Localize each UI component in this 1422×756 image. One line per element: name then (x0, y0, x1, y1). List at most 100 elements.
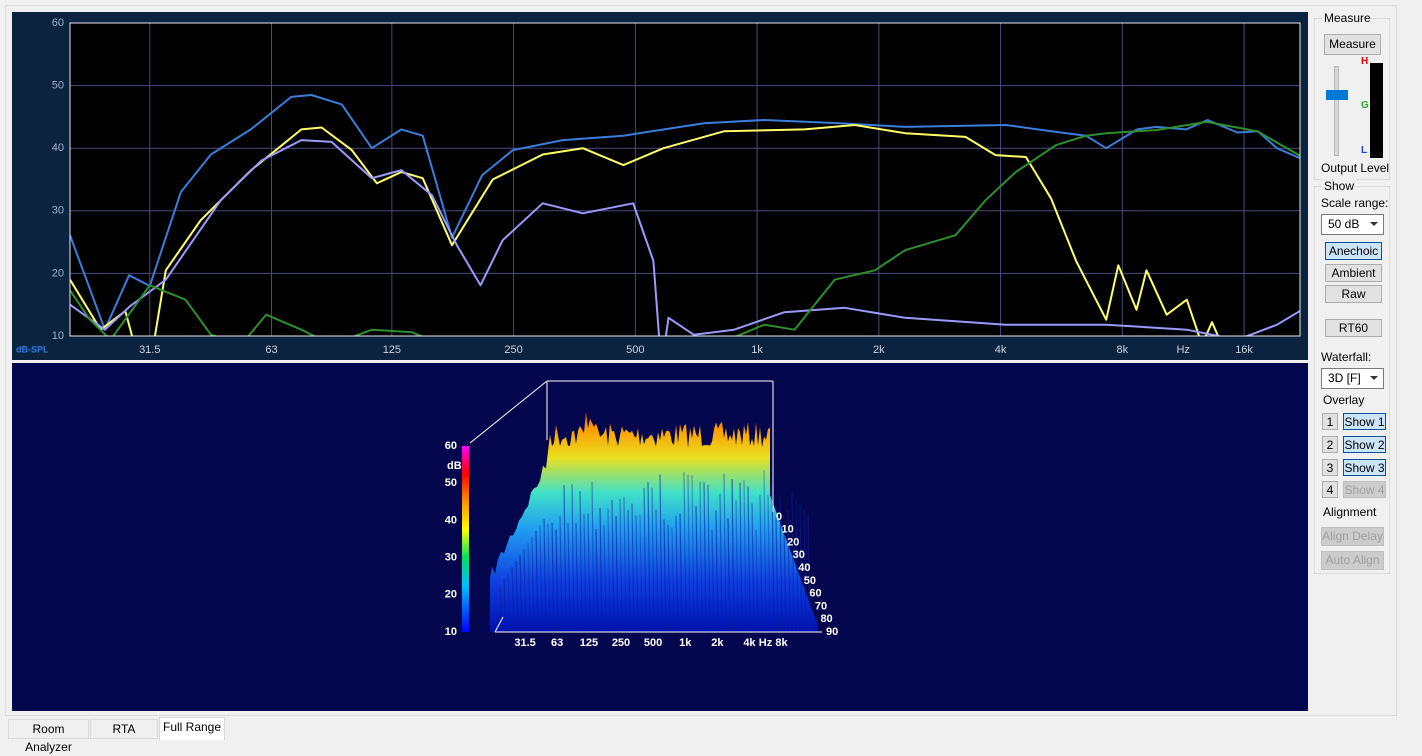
overlay-button[interactable]: Show 3 (1343, 459, 1386, 476)
surface-ridge (639, 515, 643, 633)
depth-tick-label: 60 (809, 588, 821, 600)
surface-ridge (511, 566, 515, 633)
surface-ridge (743, 480, 747, 633)
z-axis-label: dB (447, 460, 462, 472)
color-bar (462, 446, 469, 632)
z-tick-label: 60 (445, 440, 457, 452)
surface-ridge (515, 560, 519, 633)
surface-ridge (535, 530, 539, 633)
auto-align-button[interactable]: Auto Align (1321, 551, 1384, 570)
surface-ridge (587, 513, 591, 633)
box-edge (469, 380, 548, 444)
y-axis-label: dB-SPL (16, 344, 49, 354)
x-tick-label: 31.5 (139, 344, 160, 356)
surface-ridge (755, 529, 759, 633)
surface-ridge (791, 490, 795, 633)
surface-ridge (615, 516, 619, 633)
x-tick-label: 125 (383, 344, 401, 356)
y-tick-label: 50 (52, 80, 64, 92)
surface-ridge (739, 482, 743, 633)
surface-ridge (687, 474, 691, 633)
level-slider[interactable] (1334, 66, 1339, 156)
surface-ridge (659, 474, 663, 633)
overlay-number[interactable]: 4 (1322, 481, 1338, 498)
x-tick-label: 1k (679, 637, 692, 649)
scale-range-select[interactable]: 50 dB (1321, 214, 1384, 235)
overlay-number[interactable]: 2 (1322, 436, 1338, 453)
surface-ridge (763, 470, 767, 633)
group-label: Measure (1322, 11, 1373, 25)
surface-ridge (799, 504, 803, 633)
overlay-number[interactable]: 3 (1322, 459, 1338, 476)
surface-ridge (595, 529, 599, 633)
scale-range-label: Scale range: (1321, 196, 1389, 210)
depth-tick-label: 70 (815, 600, 827, 612)
surface-ridge (771, 484, 775, 633)
overlay-button[interactable]: Show 1 (1343, 413, 1386, 430)
ambient-button[interactable]: Ambient (1325, 264, 1382, 282)
overlay-button[interactable]: Show 4 (1343, 481, 1386, 498)
x-tick-label: 1k (751, 344, 763, 356)
surface-ridge (727, 518, 731, 633)
surface-ridge (747, 486, 751, 633)
surface-ridge (675, 515, 679, 633)
raw-button[interactable]: Raw (1325, 285, 1382, 303)
series-line (70, 139, 1300, 336)
series-line (70, 120, 1300, 336)
align-delay-button[interactable]: Align Delay (1321, 527, 1384, 546)
overlay-number[interactable]: 1 (1322, 413, 1338, 430)
rt60-button[interactable]: RT60 (1325, 319, 1382, 337)
surface-ridge (779, 496, 783, 633)
surface-ridge (583, 514, 587, 633)
x-tick-label: 63 (265, 344, 277, 356)
surface-ridge (795, 499, 799, 633)
surface-ridge (555, 529, 559, 633)
surface-ridge (647, 482, 651, 633)
surface-ridge (619, 498, 623, 633)
x-tick-label: 4k (743, 637, 756, 649)
group-label: Show (1322, 179, 1357, 193)
surface-ridge (663, 519, 667, 633)
surface-ridge (683, 472, 687, 633)
depth-tick-label: 0 (776, 511, 782, 523)
waterfall-select[interactable]: 3D [F] (1321, 368, 1384, 389)
meter-label: G (1361, 100, 1369, 111)
z-tick-label: 40 (445, 514, 457, 526)
measure-button[interactable]: Measure (1324, 34, 1381, 55)
surface-ridge (603, 525, 607, 633)
anechoic-button[interactable]: Anechoic (1325, 242, 1382, 260)
surface-ridge (711, 529, 715, 633)
tab[interactable]: RTA (90, 719, 158, 739)
surface-ridge (699, 481, 703, 633)
surface-ridge (783, 527, 787, 633)
surface-ridge (543, 518, 547, 633)
z-tick-label: 20 (445, 589, 457, 601)
overlay-button[interactable]: Show 2 (1343, 436, 1386, 453)
surface-ridge (551, 522, 555, 633)
surface-ridge (787, 509, 791, 633)
surface-ridge (611, 499, 615, 633)
depth-tick-label: 90 (826, 626, 838, 638)
x-tick-label: 8k (775, 637, 788, 649)
x-tick-label: 16k (1235, 344, 1253, 356)
depth-tick-label: 80 (820, 613, 832, 625)
slider-thumb[interactable] (1326, 90, 1348, 100)
surface-ridge (807, 513, 811, 633)
surface-ridge (655, 509, 659, 633)
waterfall-label: Waterfall: (1321, 350, 1372, 364)
surface-ridge (759, 494, 763, 633)
x-tick-label: 2k (711, 637, 724, 649)
surface-ridge (503, 578, 507, 633)
surface-ridge (667, 524, 671, 633)
surface-ridge (523, 548, 527, 633)
x-tick-label: 125 (580, 637, 598, 649)
surface-ridge (627, 509, 631, 633)
surface-ridge (643, 487, 647, 633)
level-meter (1370, 63, 1383, 158)
tab[interactable]: Full Range (159, 717, 225, 740)
surface-ridge (507, 572, 511, 633)
plot-frame (69, 22, 1301, 337)
tab[interactable]: Room Analyzer (8, 719, 89, 754)
surface-ridge (719, 493, 723, 633)
